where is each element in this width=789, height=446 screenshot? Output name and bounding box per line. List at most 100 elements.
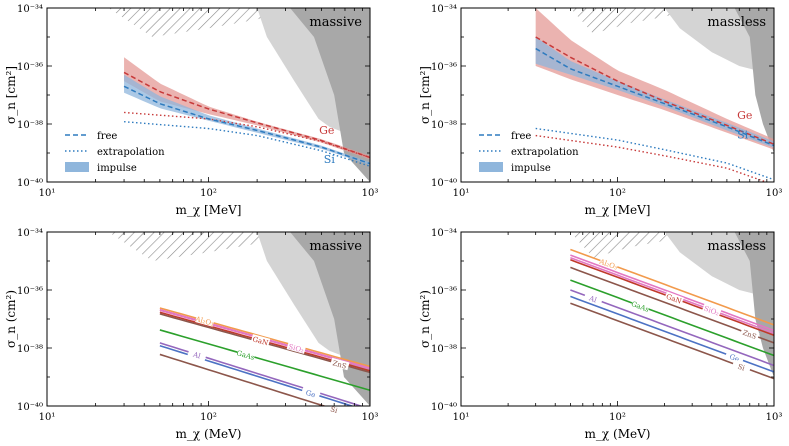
material-label: Al [587, 294, 598, 305]
material-line [159, 307, 370, 368]
panel-title: massive [309, 239, 362, 254]
y-axis-label: σ_n (cm²) [418, 290, 432, 348]
material-label: SiO₂ [288, 343, 305, 355]
material-label-bg [187, 348, 207, 362]
material-line [570, 279, 774, 357]
legend-entry-impulse: impulse [97, 163, 137, 174]
material-line [570, 254, 774, 332]
y-tick-label: 10⁻³⁴ [17, 228, 43, 239]
y-tick-label: 10⁻⁴⁰ [17, 178, 43, 189]
x-tick-label: 10² [200, 188, 217, 199]
y-axis-label: σ_n [cm²] [418, 66, 432, 124]
x-tick-label: 10² [609, 412, 626, 423]
material-label-bg [664, 291, 684, 306]
panel-title: massless [707, 15, 766, 30]
y-axis-label: σ_n (cm²) [4, 290, 18, 348]
x-axis-label: m_χ [MeV] [585, 203, 651, 217]
free-line-si [535, 47, 774, 147]
x-axis-label: m_χ (MeV) [176, 427, 242, 441]
material-label-bg [598, 256, 619, 271]
material-line [570, 266, 774, 344]
y-tick-label: 10⁻³⁶ [431, 62, 457, 73]
material-line [159, 353, 327, 406]
y-tick-label: 10⁻³⁴ [431, 228, 457, 239]
x-tick-label: 10³ [362, 412, 379, 423]
legend-swatch-impulse [479, 162, 503, 172]
y-tick-label: 10⁻⁴⁰ [17, 402, 43, 413]
dark-gray-constraint [290, 8, 370, 182]
impulse-band-si [535, 37, 774, 148]
y-tick-label: 10⁻³⁸ [431, 344, 457, 355]
hatched-constraint [108, 8, 370, 37]
legend-entry-free: free [97, 131, 117, 142]
material-label: Al [191, 350, 202, 360]
material-label: GaAs [235, 349, 255, 362]
x-axis-label: m_χ [MeV] [176, 203, 242, 217]
y-tick-label: 10⁻³⁸ [17, 344, 43, 355]
material-label-bg [583, 291, 604, 306]
x-tick-label: 10² [609, 188, 626, 199]
material-label: Si [329, 405, 339, 415]
material-label-bg [286, 341, 307, 354]
band-label-si: Si [324, 153, 336, 166]
x-tick-label: 10¹ [39, 412, 56, 423]
hatched-constraint [570, 8, 774, 34]
material-label-bg [235, 348, 256, 361]
x-tick-label: 10¹ [453, 412, 470, 423]
x-tick-label: 10³ [766, 412, 783, 423]
y-tick-label: 10⁻³⁴ [431, 4, 457, 15]
material-label: Ge [305, 389, 317, 400]
extrapolation-line-si [123, 121, 370, 167]
material-label-bg [301, 386, 321, 400]
material-line [570, 289, 774, 367]
material-label: Si [736, 363, 746, 373]
y-tick-label: 10⁻⁴⁰ [431, 402, 457, 413]
material-label-bg [330, 357, 350, 371]
x-tick-label: 10¹ [39, 188, 56, 199]
free-line-si [123, 85, 370, 165]
free-line-ge [535, 36, 774, 145]
legend-entry-free: free [511, 131, 531, 142]
material-label: Ge [728, 353, 740, 364]
y-tick-label: 10⁻⁴⁰ [431, 178, 457, 189]
x-axis-label: m_χ (MeV) [585, 427, 651, 441]
y-tick-label: 10⁻³⁴ [17, 4, 43, 15]
y-tick-label: 10⁻³⁸ [431, 120, 457, 131]
material-label-bg [195, 314, 215, 327]
material-label: ZnS [332, 359, 348, 371]
dark-gray-constraint [734, 8, 774, 153]
impulse-band-si [124, 74, 370, 166]
x-tick-label: 10³ [766, 188, 783, 199]
hatched-constraint [570, 232, 774, 258]
extrapolation-line-ge [124, 111, 370, 159]
x-tick-label: 10² [200, 412, 217, 423]
hatched-constraint [108, 232, 370, 261]
y-tick-label: 10⁻³⁶ [17, 62, 43, 73]
dark-gray-constraint [734, 232, 774, 377]
legend-entry-extrapolation: extrapolation [511, 147, 579, 158]
material-label-bg [731, 359, 752, 374]
legend-entry-impulse: impulse [511, 163, 551, 174]
panel-bl-plot-area [108, 232, 370, 406]
y-tick-label: 10⁻³⁶ [17, 286, 43, 297]
impulse-band-ge [535, 8, 774, 150]
panel-tl-plot-area [108, 8, 370, 182]
material-label-bg [724, 350, 745, 365]
panel-tr-plot-area [535, 8, 774, 182]
material-label: ZnS [741, 329, 757, 341]
x-tick-label: 10¹ [453, 188, 470, 199]
material-label-bg [739, 327, 760, 341]
material-label-bg [630, 299, 651, 313]
y-tick-label: 10⁻³⁸ [17, 120, 43, 131]
material-line [159, 329, 370, 392]
x-tick-label: 10³ [362, 188, 379, 199]
free-line-ge [123, 71, 370, 159]
material-label-bg [250, 334, 271, 347]
material-label: GaAs [630, 300, 650, 314]
band-label-ge: Ge [319, 124, 334, 137]
material-label: SiO₂ [703, 305, 721, 318]
legend-swatch-impulse [65, 162, 89, 172]
band-label-si: Si [737, 128, 749, 141]
material-label-bg [701, 303, 722, 317]
panel-title: massive [309, 15, 362, 30]
